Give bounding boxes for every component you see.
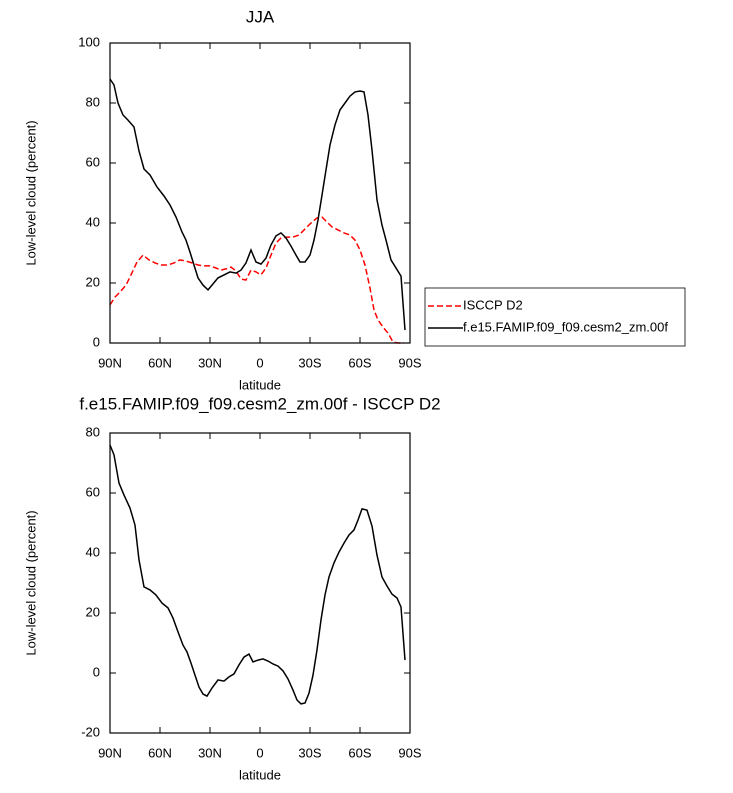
x-tick-label: 30N xyxy=(198,355,222,370)
legend-box xyxy=(424,287,686,347)
y-tick-label: 20 xyxy=(86,274,100,289)
y-tick-label: -20 xyxy=(81,724,100,739)
x-tick-label: 60N xyxy=(148,355,172,370)
y-tick-label: 80 xyxy=(86,94,100,109)
x-tick-label: 0 xyxy=(256,355,263,370)
x-axis-label: latitude xyxy=(239,767,281,782)
data-line xyxy=(109,78,406,331)
chart-title: JJA xyxy=(246,7,275,26)
y-tick-label: 20 xyxy=(86,604,100,619)
chart-title: f.e15.FAMIP.f09_f09.cesm2_zm.00f - ISCCP… xyxy=(79,394,440,413)
y-axis-label: Low-level cloud (percent) xyxy=(23,510,38,655)
plot-frame xyxy=(109,42,411,344)
x-tick-label: 30S xyxy=(298,355,321,370)
y-tick-label: 40 xyxy=(86,214,100,229)
x-tick-label: 90N xyxy=(98,745,122,760)
x-tick-label: 30S xyxy=(298,745,321,760)
plot-frame xyxy=(109,432,411,734)
y-tick-label: 100 xyxy=(78,34,100,49)
y-tick-label: 0 xyxy=(93,334,100,349)
x-tick-label: 90N xyxy=(98,355,122,370)
x-tick-label: 30N xyxy=(198,745,222,760)
x-tick-label: 60N xyxy=(148,745,172,760)
y-tick-label: 80 xyxy=(86,424,100,439)
y-tick-label: 60 xyxy=(86,484,100,499)
data-line xyxy=(109,216,404,344)
x-tick-label: 90S xyxy=(398,355,421,370)
y-tick-label: 0 xyxy=(93,664,100,679)
y-axis-label: Low-level cloud (percent) xyxy=(23,120,38,265)
data-line xyxy=(109,444,406,705)
legend-label: ISCCP D2 xyxy=(463,297,523,312)
y-tick-label: 40 xyxy=(86,544,100,559)
x-tick-label: 60S xyxy=(348,355,371,370)
y-tick-label: 60 xyxy=(86,154,100,169)
x-tick-label: 90S xyxy=(398,745,421,760)
x-tick-label: 0 xyxy=(256,745,263,760)
legend-label: f.e15.FAMIP.f09_f09.cesm2_zm.00f xyxy=(463,319,668,334)
x-tick-label: 60S xyxy=(348,745,371,760)
x-axis-label: latitude xyxy=(239,377,281,392)
